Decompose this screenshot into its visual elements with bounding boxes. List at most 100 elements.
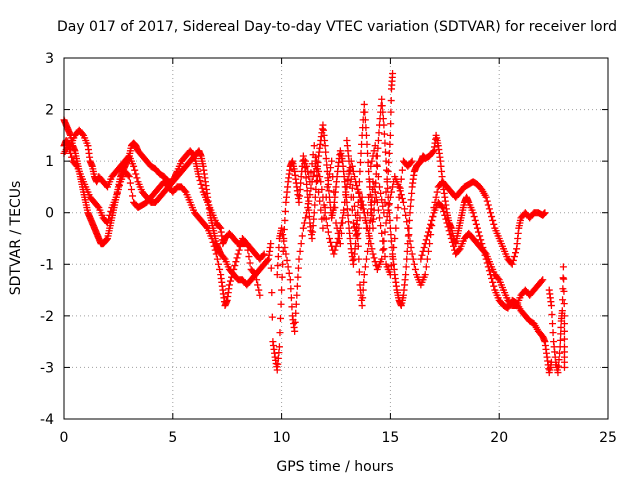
data-point xyxy=(374,173,382,181)
data-point xyxy=(230,265,238,273)
series-track-c xyxy=(60,142,264,310)
data-point xyxy=(305,197,313,205)
data-point xyxy=(281,216,289,224)
data-point xyxy=(382,188,390,196)
data-point xyxy=(407,196,415,204)
data-point xyxy=(360,278,368,286)
data-point xyxy=(355,255,363,263)
data-point xyxy=(365,167,373,175)
data-point xyxy=(371,188,379,196)
data-point xyxy=(323,183,331,191)
data-point xyxy=(214,260,222,268)
data-point xyxy=(254,281,262,289)
x-tick-label: 20 xyxy=(490,430,508,446)
data-point xyxy=(189,151,197,159)
data-point xyxy=(246,259,254,267)
data-point xyxy=(124,171,132,179)
data-point xyxy=(556,349,564,357)
data-point xyxy=(310,215,318,223)
data-point xyxy=(304,167,312,175)
x-axis-label: GPS time / hours xyxy=(276,459,393,475)
data-point xyxy=(422,263,430,271)
data-point xyxy=(352,178,360,186)
x-tick-label: 15 xyxy=(381,430,399,446)
data-point xyxy=(327,238,335,246)
data-point xyxy=(360,271,368,279)
data-point xyxy=(209,238,217,246)
data-point xyxy=(408,189,416,197)
data-point xyxy=(130,162,138,170)
data-point xyxy=(203,223,211,231)
y-tick-label: 3 xyxy=(45,51,54,67)
data-point xyxy=(421,271,429,279)
data-point xyxy=(267,240,275,248)
data-point xyxy=(403,247,411,255)
data-point xyxy=(300,219,308,227)
series-track-g xyxy=(545,263,568,377)
series-track-d xyxy=(273,157,549,335)
data-point xyxy=(379,108,387,116)
data-point xyxy=(107,207,115,215)
data-point xyxy=(508,260,516,268)
data-point xyxy=(255,286,263,294)
series-track-h xyxy=(302,69,397,248)
data-point xyxy=(420,244,428,252)
data-point xyxy=(483,197,491,205)
data-point xyxy=(383,178,391,186)
data-point xyxy=(325,187,333,195)
data-point xyxy=(282,250,290,258)
data-point xyxy=(324,228,332,236)
data-point xyxy=(274,262,282,270)
data-point xyxy=(356,214,364,222)
data-point xyxy=(417,255,425,263)
data-point xyxy=(402,271,410,279)
data-point xyxy=(299,224,307,232)
data-marks xyxy=(60,69,568,377)
data-point xyxy=(354,235,362,242)
y-axis-label: SDTVAR / TECUs xyxy=(8,181,24,296)
data-point xyxy=(322,148,330,156)
data-point xyxy=(126,179,134,187)
data-point xyxy=(220,254,228,262)
data-point xyxy=(386,271,394,279)
data-point xyxy=(328,157,336,165)
y-tick-label: 2 xyxy=(45,103,54,119)
data-point xyxy=(244,246,252,254)
data-point xyxy=(325,235,333,242)
data-point xyxy=(423,232,431,240)
data-point xyxy=(306,191,314,199)
data-point xyxy=(379,237,387,245)
data-point xyxy=(319,224,327,232)
data-point xyxy=(104,219,112,227)
data-point xyxy=(65,146,73,154)
data-point xyxy=(359,294,367,302)
data-point xyxy=(410,260,418,268)
data-point xyxy=(387,97,395,105)
data-point xyxy=(560,287,568,295)
data-point xyxy=(368,157,376,165)
data-point xyxy=(429,213,437,221)
data-point xyxy=(336,240,344,248)
data-point xyxy=(555,356,563,364)
data-point xyxy=(302,214,310,222)
data-point xyxy=(329,173,337,181)
data-point xyxy=(494,274,502,282)
data-point xyxy=(361,108,369,116)
data-point xyxy=(509,256,517,264)
axis-ticks: 0 5 10 15 20 25 -4 -3 -2 -1 0 1 2 3 xyxy=(40,51,617,446)
data-point xyxy=(280,237,288,245)
data-point xyxy=(365,232,373,240)
data-point xyxy=(291,327,299,335)
data-point xyxy=(490,282,498,290)
data-point xyxy=(349,219,357,227)
data-point xyxy=(129,192,137,200)
data-point xyxy=(295,255,303,263)
data-point xyxy=(345,167,353,175)
data-point xyxy=(386,193,394,201)
data-point xyxy=(380,130,388,138)
data-point xyxy=(274,253,282,261)
data-point xyxy=(476,232,484,240)
data-point xyxy=(210,242,218,250)
data-point xyxy=(367,162,375,170)
data-point xyxy=(355,189,363,197)
